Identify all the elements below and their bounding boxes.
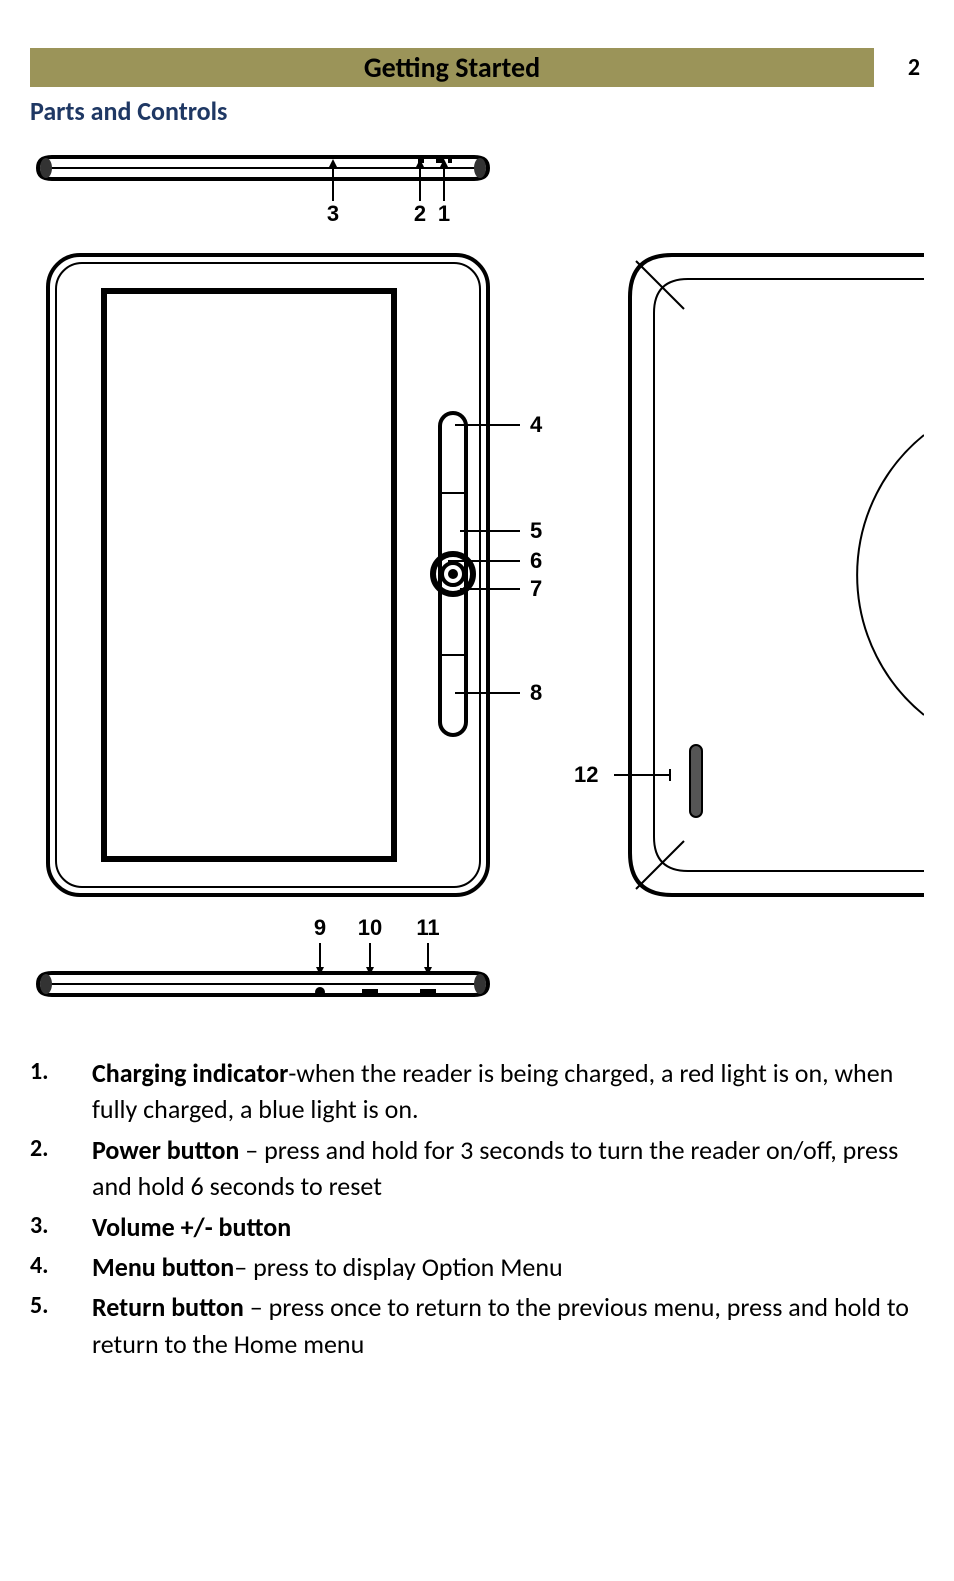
svg-text:12: 12 bbox=[574, 762, 598, 787]
parts-list-item: Return button – press once to return to … bbox=[30, 1289, 924, 1362]
parts-list-item: Charging indicator-when the reader is be… bbox=[30, 1055, 924, 1128]
svg-text:9: 9 bbox=[314, 915, 326, 940]
parts-and-controls-heading: Parts and Controls bbox=[30, 95, 924, 127]
part-desc: – press to display Option Menu bbox=[234, 1251, 562, 1283]
part-term: Menu button bbox=[92, 1251, 234, 1283]
svg-text:3: 3 bbox=[327, 201, 339, 226]
svg-text:2: 2 bbox=[414, 201, 426, 226]
device-diagram: 3 21 4 5 6 7 8 12 9 10 11 bbox=[30, 135, 924, 1005]
device-diagram-svg: 3 21 4 5 6 7 8 12 9 10 11 bbox=[30, 135, 924, 1005]
svg-text:1: 1 bbox=[438, 201, 450, 226]
part-term: Volume +/- button bbox=[92, 1211, 291, 1243]
parts-list-item: Menu button– press to display Option Men… bbox=[30, 1249, 924, 1285]
part-term: Power button bbox=[92, 1134, 239, 1166]
parts-list-item: Power button – press and hold for 3 seco… bbox=[30, 1132, 924, 1205]
svg-text:11: 11 bbox=[416, 915, 439, 940]
page-number: 2 bbox=[874, 53, 924, 82]
svg-text:8: 8 bbox=[530, 680, 542, 705]
svg-text:4: 4 bbox=[530, 412, 543, 437]
parts-list: Charging indicator-when the reader is be… bbox=[30, 1055, 924, 1362]
svg-text:6: 6 bbox=[530, 548, 542, 573]
part-term: Charging indicator bbox=[92, 1057, 288, 1089]
section-title-bar: Getting Started bbox=[30, 48, 874, 87]
parts-list-item: Volume +/- button bbox=[30, 1209, 924, 1245]
svg-text:5: 5 bbox=[530, 518, 542, 543]
part-term: Return button bbox=[92, 1291, 244, 1323]
svg-text:10: 10 bbox=[358, 915, 382, 940]
svg-text:7: 7 bbox=[530, 576, 542, 601]
header-row: Getting Started 2 bbox=[30, 48, 924, 87]
